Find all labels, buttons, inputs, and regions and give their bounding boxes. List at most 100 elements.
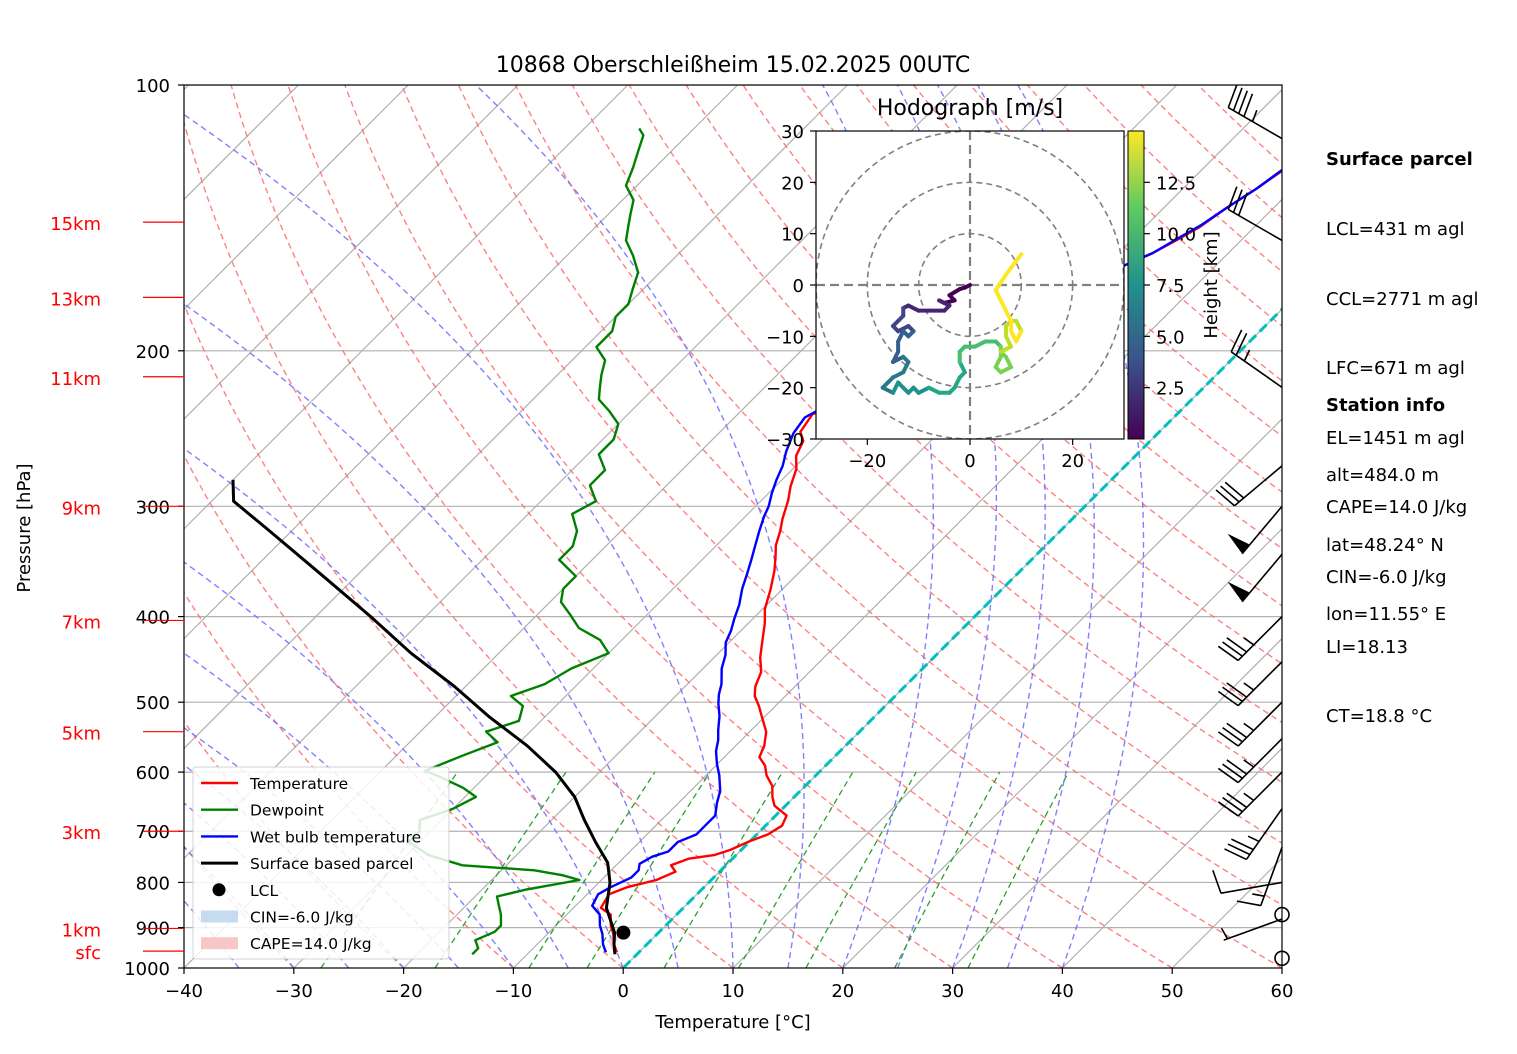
- wind-barb: [1217, 701, 1283, 747]
- isotherm: [184, 85, 409, 311]
- hodograph-segment: [993, 288, 1014, 323]
- barb-flag: [1217, 645, 1239, 662]
- x-tick-label: −10: [494, 981, 532, 1002]
- hodograph-segment: [993, 272, 1008, 293]
- y-tick-label: 800: [136, 873, 170, 894]
- hodograph-plot: [816, 131, 1124, 439]
- wind-barbs: [1212, 84, 1290, 967]
- barb-flag: [1226, 792, 1248, 809]
- colorbar-tick-label: 10.0: [1156, 225, 1196, 246]
- barb-flag: [1226, 682, 1248, 698]
- hodograph-x-tick-label: 0: [964, 451, 975, 472]
- y-tick-label: 200: [136, 342, 170, 363]
- station-info-heading: Station info: [1326, 395, 1446, 417]
- hodograph-x-tick-label: −20: [848, 451, 886, 472]
- x-axis-label: Temperature [°C]: [654, 1012, 810, 1033]
- hodograph-y-tick-label: −30: [766, 430, 804, 451]
- isotherm: [184, 85, 739, 640]
- wind-barb: [1236, 847, 1283, 907]
- dry-adiabat: [457, 85, 1282, 906]
- colorbar-label: Height [km]: [1201, 231, 1222, 338]
- barb-staff: [1223, 918, 1283, 941]
- series-line-surface-based-parcel: [231, 479, 617, 955]
- barb-staff: [1237, 738, 1283, 784]
- isotherm: [184, 85, 519, 420]
- station-alt: alt=484.0 m: [1326, 465, 1439, 487]
- series-line-dewpoint: [407, 127, 645, 956]
- moist-adiabat: [184, 113, 734, 968]
- colorbar-tick-label: 12.5: [1156, 173, 1196, 194]
- wind-barb: [1220, 918, 1283, 941]
- x-tick-label: 20: [831, 981, 854, 1002]
- wind-barb: [1230, 329, 1283, 389]
- dry-adiabat: [184, 454, 624, 968]
- mixing-ratio-line: [663, 771, 784, 968]
- axes: −40 −30 −20 −10 0 10 20 30 40 50 60100200300400500…: [50, 76, 1293, 1002]
- x-tick-label: −20: [385, 981, 423, 1002]
- barb-flag: [1232, 189, 1243, 213]
- x-tick-label: 30: [941, 981, 964, 1002]
- wind-barb: [1227, 553, 1283, 603]
- hodograph-segment: [1003, 252, 1024, 277]
- legend-label: CIN=-6.0 J/kg: [250, 909, 354, 927]
- wind-barb: [1227, 505, 1283, 555]
- y-tick-label: 400: [136, 608, 170, 629]
- wind-barb: [1217, 738, 1283, 784]
- parcel-el: EL=1451 m agl: [1326, 427, 1465, 449]
- x-tick-label: −30: [275, 981, 313, 1002]
- wind-barb: [1217, 661, 1283, 707]
- hodograph-y-tick-label: −10: [766, 327, 804, 348]
- legend-label: Dewpoint: [250, 802, 324, 820]
- barb-flag: [1237, 192, 1248, 216]
- mixing-ratio-line: [528, 771, 656, 968]
- barb-half-flag: [1243, 349, 1251, 362]
- barb-staff: [1245, 808, 1283, 860]
- dry-adiabat: [401, 85, 1282, 968]
- barb-flag: [1217, 690, 1239, 707]
- mixing-ratio-line: [967, 771, 1070, 968]
- barb-half-flag: [1243, 722, 1255, 732]
- barb-flag: [1227, 84, 1238, 108]
- surface-parcel-panel: Surface parcel LCL=431 m agl CCL=2771 m …: [1326, 102, 1479, 752]
- mixing-ratio-line: [805, 771, 917, 968]
- dry-adiabat: [628, 85, 1282, 724]
- isotherm: [952, 637, 1282, 968]
- y-tick-label: 100: [136, 76, 170, 97]
- dry-adiabat: [230, 85, 953, 968]
- wind-barb: [1215, 465, 1283, 507]
- height-label: 13km: [50, 289, 101, 310]
- barb-flag: [1220, 485, 1240, 503]
- wind-barb: [1212, 869, 1283, 894]
- y-axis-label: Pressure [hPa]: [14, 463, 35, 592]
- dry-adiabat: [685, 85, 1282, 665]
- height-label: 9km: [62, 498, 101, 519]
- mixing-ratio-line: [586, 771, 711, 968]
- barb-half-flag: [1243, 682, 1255, 691]
- height-label: sfc: [75, 943, 101, 964]
- legend-swatch: [201, 910, 238, 923]
- moist-adiabat: [475, 85, 805, 968]
- barb-half-flag: [1252, 893, 1265, 897]
- dry-adiabat: [344, 85, 1173, 968]
- height-label: 1km: [62, 920, 101, 941]
- y-tick-label: 700: [136, 822, 170, 843]
- barb-flag: [1230, 329, 1243, 353]
- barb-flag: [1226, 759, 1248, 775]
- barb-flag: [1222, 686, 1243, 703]
- height-label: 3km: [62, 823, 101, 844]
- legend-label: Temperature: [249, 775, 348, 793]
- height-label: 11km: [50, 369, 101, 390]
- y-tick-label: 300: [136, 497, 170, 518]
- barb-flag: [1215, 489, 1236, 507]
- hodograph-title: Hodograph [m/s]: [877, 96, 1063, 121]
- mixing-ratio-line: [434, 771, 567, 968]
- barb-half-flag: [1247, 835, 1260, 843]
- hodograph-y-tick-label: 10: [781, 225, 804, 246]
- mixing-ratio-line: [738, 771, 854, 968]
- legend-label: LCL: [250, 882, 278, 900]
- barb-flag: [1222, 726, 1243, 743]
- x-tick-label: 10: [722, 981, 745, 1002]
- barb-staff: [1241, 553, 1283, 603]
- x-tick-label: 0: [617, 981, 628, 1002]
- y-tick-label: 900: [136, 919, 170, 940]
